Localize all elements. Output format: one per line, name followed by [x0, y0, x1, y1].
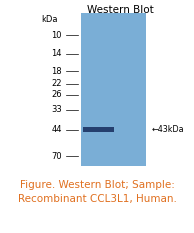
Text: 44: 44 — [52, 125, 62, 134]
Text: 18: 18 — [51, 67, 62, 76]
Text: 26: 26 — [51, 90, 62, 99]
Text: 10: 10 — [52, 31, 62, 40]
Text: ←43kDa: ←43kDa — [151, 125, 184, 134]
Text: Western Blot: Western Blot — [87, 5, 154, 15]
Text: 70: 70 — [51, 151, 62, 161]
Text: Figure. Western Blot; Sample:
Recombinant CCL3L1, Human.: Figure. Western Blot; Sample: Recombinan… — [18, 179, 176, 204]
Text: 14: 14 — [52, 49, 62, 58]
Bar — [83, 127, 114, 132]
Text: kDa: kDa — [42, 15, 58, 24]
Bar — [81, 14, 146, 166]
Text: 22: 22 — [52, 79, 62, 88]
Text: 33: 33 — [51, 105, 62, 114]
